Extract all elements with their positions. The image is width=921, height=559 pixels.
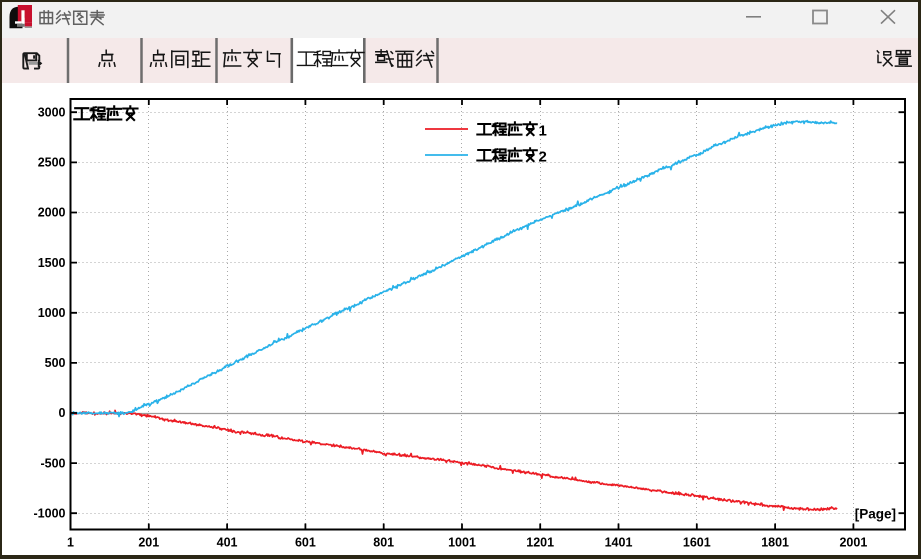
svg-text:201: 201 <box>138 536 159 550</box>
svg-text:1000: 1000 <box>38 306 66 320</box>
svg-text:2001: 2001 <box>839 536 867 550</box>
svg-text:401: 401 <box>217 536 238 550</box>
svg-text:[Page]: [Page] <box>855 507 896 522</box>
svg-text:1001: 1001 <box>448 536 476 550</box>
svg-text:801: 801 <box>373 536 394 550</box>
svg-text:1201: 1201 <box>526 536 554 550</box>
svg-text:601: 601 <box>295 536 316 550</box>
svg-text:1801: 1801 <box>761 536 789 550</box>
svg-text:2000: 2000 <box>38 206 66 220</box>
svg-text:2500: 2500 <box>38 156 66 170</box>
svg-text:2: 2 <box>539 149 547 166</box>
svg-text:3000: 3000 <box>38 106 66 120</box>
svg-text:1500: 1500 <box>38 256 66 270</box>
svg-text:1401: 1401 <box>605 536 633 550</box>
svg-text:1: 1 <box>539 123 547 140</box>
svg-text:-500: -500 <box>40 456 65 470</box>
svg-text:1: 1 <box>67 536 74 550</box>
svg-text:1601: 1601 <box>683 536 711 550</box>
svg-text:-1000: -1000 <box>34 507 66 521</box>
svg-text:0: 0 <box>59 406 66 420</box>
svg-text:500: 500 <box>45 356 66 370</box>
